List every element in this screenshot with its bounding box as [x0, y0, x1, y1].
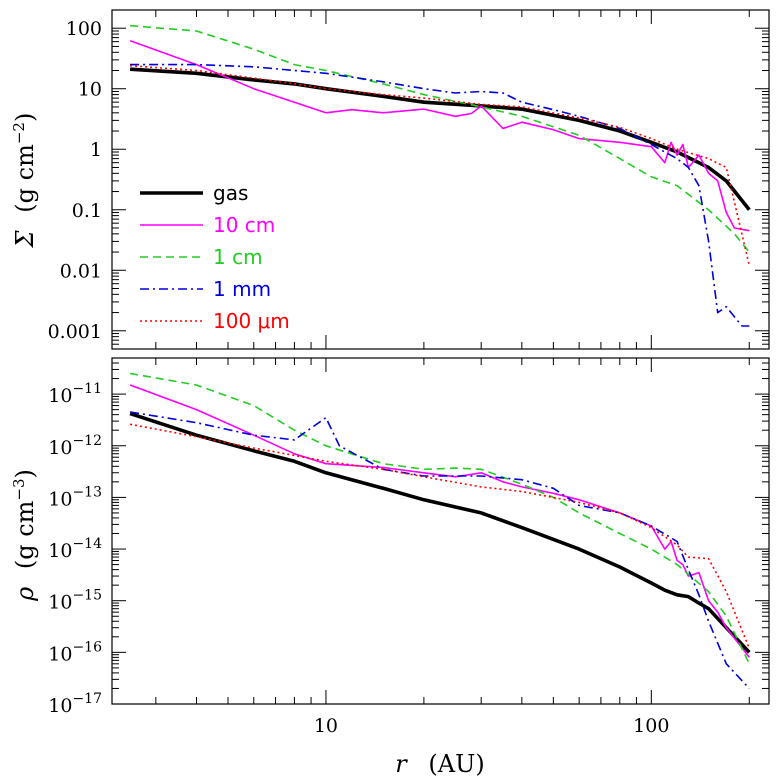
legend-label: 10 cm	[213, 213, 275, 237]
top-series-line	[129, 67, 751, 211]
top-ylabel: Σ (g cm−2)	[10, 113, 39, 249]
y-tick-label: 10−11	[48, 381, 102, 407]
top-ylabel-close-paren: )	[11, 113, 39, 122]
y-tick-label: 10	[78, 79, 102, 101]
y-tick-label: 10−16	[48, 639, 102, 665]
y-tick-label: 10−12	[48, 433, 102, 459]
top-ylabel-open-paren: (	[11, 203, 39, 212]
bottom-series-group	[129, 372, 751, 690]
bottom-series-line	[129, 411, 750, 690]
legend-label: 1 cm	[213, 245, 263, 269]
bottom-ylabel-unit-exponent: −3	[10, 478, 28, 500]
top-plot-frame	[111, 9, 770, 350]
y-tick-label: 1	[90, 139, 102, 161]
y-tick-label: 10−14	[48, 536, 102, 562]
bottom-ylabel-symbol: ρ	[11, 587, 39, 602]
volume-density-panel: 10−11 10−12 10−13 10−14 10−15 10−16 10−17 10 100…	[10, 357, 770, 778]
top-ylabel-unit-exponent: −2	[10, 122, 28, 144]
y-tick-label: 0.001	[48, 321, 102, 343]
x-tick-label: 10	[314, 715, 338, 737]
legend-label: gas	[213, 181, 248, 205]
top-axis-ticks: 100 10 1 0.1 0.01 0.001	[48, 9, 769, 350]
y-tick-label: 10−13	[48, 484, 102, 510]
top-series-line	[130, 24, 750, 253]
legend-label: 100 μm	[213, 309, 290, 333]
xlabel-symbol: r	[395, 750, 408, 778]
bottom-plot-frame	[111, 357, 770, 705]
xlabel: r (AU)	[395, 750, 484, 778]
top-series-line	[129, 40, 750, 232]
top-ylabel-symbol: Σ	[11, 229, 39, 248]
legend-label: 1 mm	[213, 277, 271, 301]
xlabel-unit: (AU)	[428, 750, 484, 778]
y-tick-label: 0.1	[72, 200, 102, 222]
bottom-series-line	[129, 411, 751, 654]
top-series-line	[130, 63, 750, 327]
bottom-axis-ticks: 10−11 10−12 10−13 10−14 10−15 10−16 10−17 10 100	[48, 357, 769, 737]
bottom-series-line	[129, 372, 751, 665]
bottom-ylabel-open-paren: (	[11, 560, 39, 569]
x-tick-label: 100	[633, 715, 669, 737]
y-tick-label: 10−17	[48, 691, 102, 717]
bottom-ylabel-unit: g cm	[11, 500, 39, 559]
y-tick-label: 100	[66, 18, 102, 40]
y-tick-label: 10−15	[48, 588, 102, 614]
bottom-ylabel: ρ (g cm−3)	[10, 469, 39, 602]
y-tick-label: 0.01	[60, 260, 102, 282]
legend: gas 10 cm 1 cm 1 mm 100 μm	[140, 181, 290, 333]
top-series-group	[129, 24, 751, 327]
top-ylabel-unit: g cm	[11, 144, 39, 203]
surface-density-panel: 100 10 1 0.1 0.01 0.001 gas 10 cm 1 cm 1 mm 100 μ…	[10, 9, 770, 350]
top-series-line	[130, 64, 751, 266]
bottom-series-line	[129, 384, 750, 658]
bottom-ylabel-close-paren: )	[11, 469, 39, 478]
